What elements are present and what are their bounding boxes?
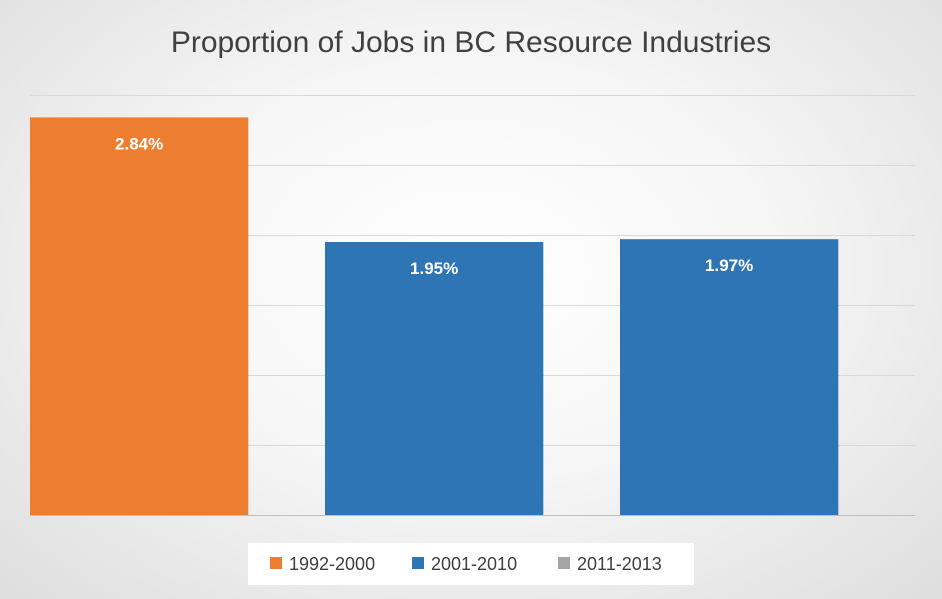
bar-2011-2013 xyxy=(620,239,839,515)
bar-2001-2010 xyxy=(325,242,544,515)
legend-label-2001-2010: 2001-2010 xyxy=(431,554,517,574)
legend-box xyxy=(248,543,694,585)
bars xyxy=(30,117,839,516)
data-labels: 2.84% 1.95% 1.97% xyxy=(115,134,753,278)
legend-swatch-2001-2010 xyxy=(412,557,424,569)
legend: 1992-2000 2001-2010 2011-2013 xyxy=(248,543,694,585)
legend-swatch-1992-2000 xyxy=(270,557,282,569)
legend-label-1992-2000: 1992-2000 xyxy=(289,554,375,574)
bar-1992-2000 xyxy=(30,117,249,516)
legend-label-2011-2013: 2011-2013 xyxy=(577,554,662,574)
data-label-2011-2013: 1.97% xyxy=(705,256,753,275)
data-label-1992-2000: 2.84% xyxy=(115,134,163,153)
data-label-2001-2010: 1.95% xyxy=(410,259,458,278)
legend-swatch-2011-2013 xyxy=(558,557,570,569)
chart-title: Proportion of Jobs in BC Resource Indust… xyxy=(171,26,771,59)
